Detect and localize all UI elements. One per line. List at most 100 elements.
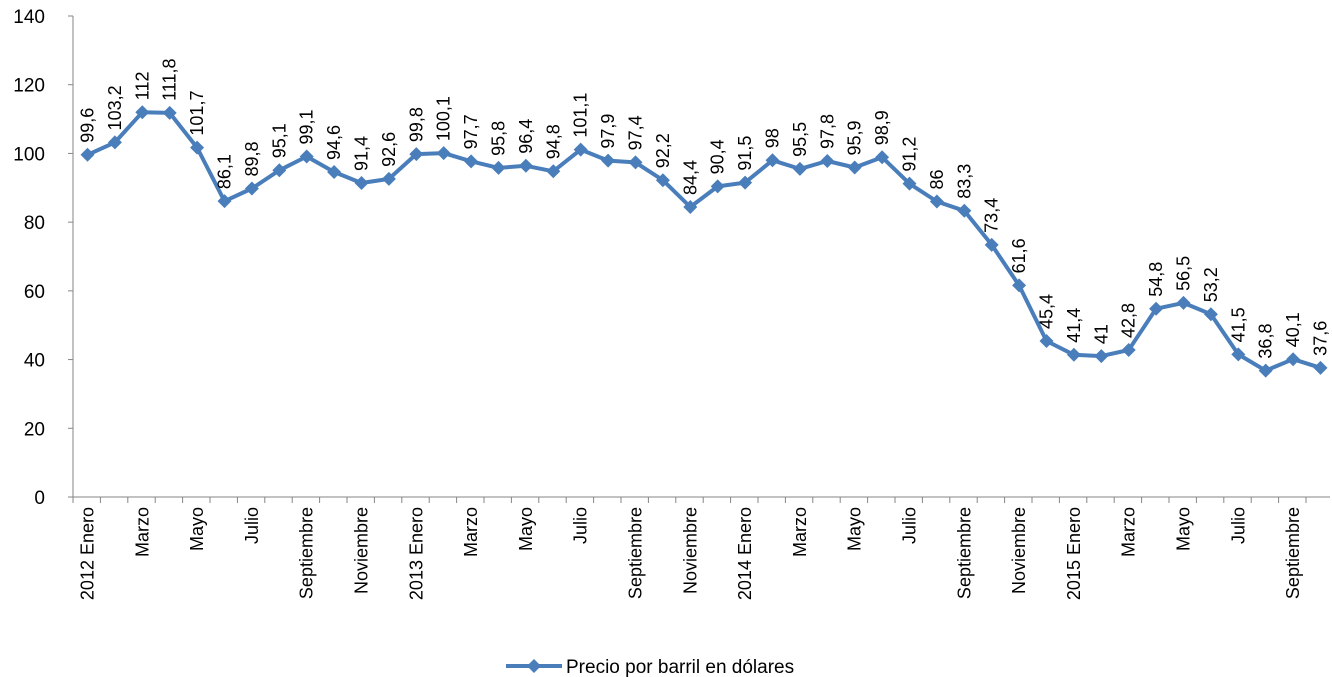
data-point-marker: [1203, 307, 1218, 322]
x-axis-categories: 2012 Enero Marzo Mayo Julio Septiembre Noviem…: [72, 497, 1307, 600]
data-label: 95,8: [489, 121, 509, 156]
data-label: 45,4: [1037, 294, 1057, 329]
data-label: 97,8: [817, 114, 837, 149]
data-label: 103,2: [105, 85, 125, 130]
data-point-marker: [1231, 347, 1246, 362]
data-label: 92,2: [653, 133, 673, 168]
data-label: 53,2: [1201, 267, 1221, 302]
data-point-marker: [820, 153, 835, 168]
x-category-label: Septiembre: [1283, 507, 1303, 599]
data-point-marker: [573, 142, 588, 157]
x-category-label: Septiembre: [297, 507, 317, 599]
x-category-label: 2013 Enero: [406, 507, 426, 600]
data-point-marker: [107, 135, 122, 150]
data-label: 91,4: [352, 136, 372, 171]
data-point-marker: [765, 153, 780, 168]
data-point-marker: [1094, 349, 1109, 364]
x-category-label: Noviembre: [1009, 507, 1029, 594]
data-label: 101,1: [571, 93, 591, 138]
data-label: 73,4: [982, 198, 1002, 233]
x-category-label: 2015 Enero: [1064, 507, 1084, 600]
x-category-label: 2014 Enero: [735, 507, 755, 600]
data-point-marker: [984, 237, 999, 252]
x-category-label: Marzo: [790, 507, 810, 557]
x-category-label: Septiembre: [954, 507, 974, 599]
data-label: 56,5: [1174, 256, 1194, 291]
data-label: 90,4: [708, 139, 728, 174]
data-point-marker: [1286, 352, 1301, 367]
data-point-marker: [327, 164, 342, 179]
data-label: 95,1: [269, 123, 289, 158]
series-layer: [80, 105, 1328, 378]
data-label: 101,7: [187, 91, 207, 136]
data-point-marker: [1149, 301, 1164, 316]
data-label: 96,4: [516, 119, 536, 154]
data-point-marker: [135, 105, 150, 120]
data-point-marker: [162, 105, 177, 120]
data-point-marker: [272, 163, 287, 178]
data-label: 99,6: [78, 108, 98, 143]
data-point-marker: [299, 149, 314, 164]
data-label: 40,1: [1283, 312, 1303, 347]
data-point-marker: [381, 171, 396, 186]
data-label: 97,4: [626, 115, 646, 150]
y-tick-label: 20: [24, 419, 45, 440]
data-label: 37,6: [1311, 321, 1331, 356]
x-category-label: Julio: [571, 507, 591, 544]
data-point-marker: [1176, 295, 1191, 310]
data-label: 91,5: [735, 136, 755, 171]
data-point-marker: [929, 194, 944, 209]
data-label: 99,1: [297, 109, 317, 144]
x-category-label: Mayo: [845, 507, 865, 551]
data-point-marker: [464, 154, 479, 169]
y-axis-ticks: 0 20 40 60 80 100 120 140: [13, 7, 73, 509]
data-point-marker: [1121, 342, 1136, 357]
legend-label: Precio por barril en dólares: [566, 657, 794, 677]
data-label: 98,9: [872, 110, 892, 145]
data-point-marker: [190, 140, 205, 155]
data-label: 97,9: [598, 114, 618, 149]
data-point-marker: [655, 173, 670, 188]
x-category-label: 2012 Enero: [78, 507, 98, 600]
data-point-marker: [683, 200, 698, 215]
x-category-label: Noviembre: [352, 507, 372, 594]
data-label: 86: [927, 169, 947, 189]
data-label: 54,8: [1146, 262, 1166, 297]
legend: Precio por barril en dólares: [506, 657, 794, 677]
data-label: 99,8: [406, 107, 426, 142]
y-tick-label: 120: [13, 76, 45, 97]
data-label: 94,6: [324, 125, 344, 160]
x-category-label: Marzo: [461, 507, 481, 557]
data-point-marker: [436, 146, 451, 161]
data-point-marker: [491, 160, 506, 175]
data-point-marker: [409, 147, 424, 162]
y-tick-label: 0: [34, 488, 45, 509]
data-label: 41,4: [1064, 308, 1084, 343]
y-tick-label: 140: [13, 7, 45, 28]
series-line: [86, 110, 1322, 373]
data-point-marker: [1039, 334, 1054, 349]
chart-axes: [72, 16, 1330, 498]
data-label: 36,8: [1256, 324, 1276, 359]
data-point-marker: [244, 181, 259, 196]
data-point-marker: [1012, 278, 1027, 293]
data-point-marker: [1313, 360, 1328, 375]
data-point-marker: [792, 161, 807, 176]
x-category-label: Marzo: [132, 507, 152, 557]
x-category-label: Noviembre: [680, 507, 700, 594]
data-label: 91,2: [900, 137, 920, 172]
data-label: 97,7: [461, 114, 481, 149]
data-label: 41: [1091, 324, 1111, 344]
data-point-marker: [80, 147, 95, 162]
x-category-label: Julio: [1228, 507, 1248, 544]
y-tick-label: 60: [24, 282, 45, 303]
data-point-marker: [601, 153, 616, 168]
data-labels: 99,6 103,2 112 111,8 101,7 86,1 89,8 95,1 99,1 94…: [78, 59, 1331, 359]
legend-diamond-marker: [527, 659, 541, 673]
data-point-marker: [738, 175, 753, 190]
x-category-label: Julio: [242, 507, 262, 544]
data-label: 112: [132, 71, 152, 100]
data-label: 42,8: [1119, 303, 1139, 338]
data-label: 94,8: [543, 124, 563, 159]
